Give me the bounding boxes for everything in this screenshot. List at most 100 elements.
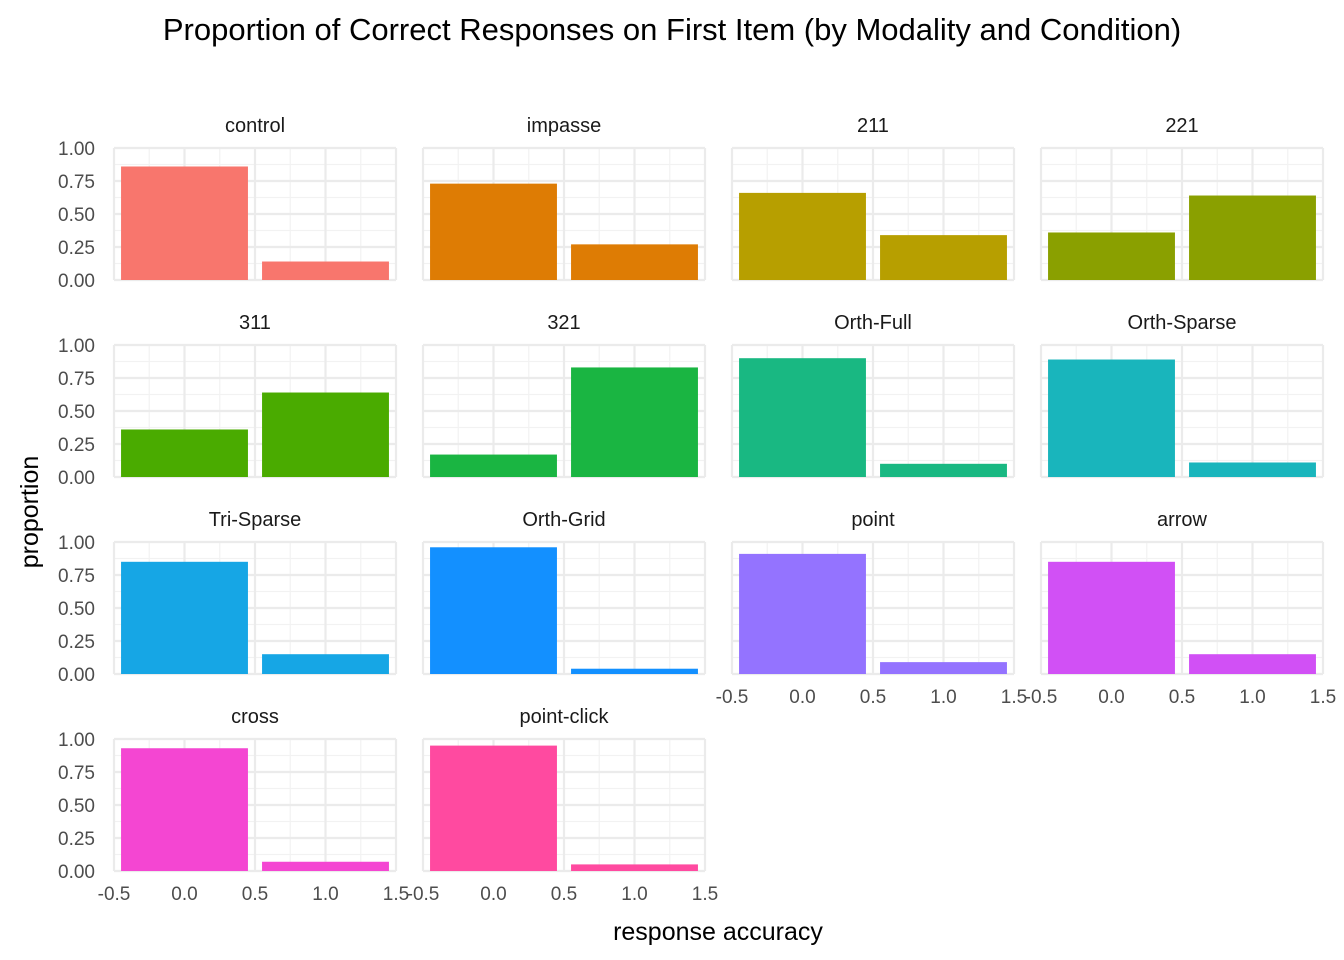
facet-panel: 211 bbox=[730, 115, 1016, 282]
bar bbox=[739, 192, 866, 280]
bar bbox=[121, 748, 248, 871]
bar bbox=[880, 662, 1007, 674]
x-tick-label: 1.0 bbox=[621, 884, 647, 905]
x-tick-label: 0.5 bbox=[551, 884, 577, 905]
bar bbox=[430, 454, 557, 477]
facet-label: 311 bbox=[239, 312, 271, 334]
facet-label: Orth-Grid bbox=[522, 509, 605, 531]
y-tick-label: 0.00 bbox=[58, 665, 95, 686]
y-tick-label: 0.25 bbox=[58, 829, 95, 850]
y-axis-title: proportion bbox=[16, 456, 44, 569]
bar bbox=[1048, 232, 1175, 280]
bar bbox=[571, 668, 698, 674]
bar bbox=[262, 392, 389, 477]
x-tick-label: -0.5 bbox=[1025, 687, 1058, 708]
y-tick-label: 0.50 bbox=[58, 402, 95, 423]
y-tick-label: 0.25 bbox=[58, 632, 95, 653]
bar bbox=[1189, 195, 1316, 280]
bar bbox=[880, 235, 1007, 280]
x-tick-label: 0.0 bbox=[171, 884, 197, 905]
y-tick-label: 0.75 bbox=[58, 566, 95, 587]
x-axis-title: response accuracy bbox=[613, 918, 823, 946]
bar bbox=[1048, 561, 1175, 674]
bar bbox=[430, 745, 557, 871]
bar bbox=[1189, 462, 1316, 477]
y-tick-label: 0.25 bbox=[58, 435, 95, 456]
bar bbox=[739, 358, 866, 477]
y-tick-label: 0.50 bbox=[58, 205, 95, 226]
x-tick-label: 1.5 bbox=[1310, 687, 1336, 708]
bar bbox=[121, 561, 248, 674]
y-tick-label: 0.75 bbox=[58, 172, 95, 193]
bar bbox=[571, 244, 698, 280]
bar bbox=[430, 183, 557, 280]
y-tick-label: 1.00 bbox=[58, 336, 95, 357]
y-tick-label: 0.75 bbox=[58, 369, 95, 390]
y-tick-label: 0.50 bbox=[58, 599, 95, 620]
bar bbox=[880, 463, 1007, 477]
facet-panel: 321 bbox=[421, 312, 707, 479]
y-tick-label: 1.00 bbox=[58, 139, 95, 160]
facet-label: 321 bbox=[547, 312, 580, 334]
y-tick-label: 0.00 bbox=[58, 862, 95, 883]
bar bbox=[1048, 359, 1175, 477]
facet-label: cross bbox=[231, 706, 279, 728]
y-tick-label: 0.25 bbox=[58, 238, 95, 259]
facet-label: impasse bbox=[527, 115, 601, 137]
bar bbox=[262, 654, 389, 674]
facet-panel: point-click -0.5 0.0 0.5 1.0 1.5 bbox=[407, 706, 719, 905]
x-tick-label: 1.0 bbox=[930, 687, 956, 708]
bar bbox=[262, 861, 389, 871]
y-tick-label: 1.00 bbox=[58, 533, 95, 554]
facet-panel: 311 0.00 0.25 0.50 0.75 1.00 bbox=[58, 312, 398, 489]
bar bbox=[571, 864, 698, 871]
bar bbox=[1189, 654, 1316, 674]
facet-panel: 221 bbox=[1039, 115, 1325, 282]
facet-panel: point -0.5 0.0 0.5 1.0 1.5 bbox=[716, 509, 1028, 708]
x-tick-label: 0.0 bbox=[480, 884, 506, 905]
x-tick-label: -0.5 bbox=[716, 687, 749, 708]
y-tick-label: 0.00 bbox=[58, 271, 95, 292]
x-tick-label: -0.5 bbox=[407, 884, 440, 905]
facet-panel: impasse bbox=[421, 115, 707, 282]
facet-panel: cross 0.00 0.25 0.50 0.75 1.00 -0.5 0.0 0.5 1.0 1.… bbox=[58, 706, 409, 905]
facet-panels: control 0.00 0.25 0.50 0.75 1.00 impasse 211 221… bbox=[58, 115, 1336, 905]
bar bbox=[430, 547, 557, 674]
facet-panel: control 0.00 0.25 0.50 0.75 1.00 bbox=[58, 115, 398, 292]
y-tick-label: 0.00 bbox=[58, 468, 95, 489]
facet-panel: Orth-Full bbox=[730, 312, 1016, 479]
facet-label: Orth-Full bbox=[834, 312, 912, 334]
facet-label: control bbox=[225, 115, 285, 137]
x-tick-label: 1.0 bbox=[312, 884, 338, 905]
bar bbox=[121, 429, 248, 477]
x-tick-label: 0.0 bbox=[789, 687, 815, 708]
bar bbox=[571, 367, 698, 477]
y-tick-label: 1.00 bbox=[58, 730, 95, 751]
bar bbox=[121, 166, 248, 280]
y-tick-label: 0.75 bbox=[58, 763, 95, 784]
x-tick-label: 0.5 bbox=[1169, 687, 1195, 708]
chart-title: Proportion of Correct Responses on First… bbox=[163, 12, 1181, 47]
x-tick-label: 1.5 bbox=[1001, 687, 1027, 708]
facet-panel: Orth-Sparse bbox=[1039, 312, 1325, 479]
facet-panel: Tri-Sparse 0.00 0.25 0.50 0.75 1.00 bbox=[58, 509, 398, 686]
x-tick-label: 0.5 bbox=[242, 884, 268, 905]
y-tick-label: 0.50 bbox=[58, 796, 95, 817]
facet-panel: arrow -0.5 0.0 0.5 1.0 1.5 bbox=[1025, 509, 1337, 708]
facet-label: Tri-Sparse bbox=[209, 509, 302, 531]
facet-label: arrow bbox=[1157, 509, 1208, 531]
x-tick-label: 1.5 bbox=[692, 884, 718, 905]
x-tick-label: 0.0 bbox=[1098, 687, 1124, 708]
facet-panel: Orth-Grid bbox=[421, 509, 707, 676]
bar bbox=[739, 553, 866, 674]
x-tick-label: 1.5 bbox=[383, 884, 409, 905]
bar bbox=[262, 261, 389, 280]
x-tick-label: 0.5 bbox=[860, 687, 886, 708]
facet-label: Orth-Sparse bbox=[1128, 312, 1237, 334]
x-tick-label: 1.0 bbox=[1239, 687, 1265, 708]
facet-label: point-click bbox=[520, 706, 610, 728]
facet-label: point bbox=[851, 509, 895, 531]
facet-label: 221 bbox=[1165, 115, 1198, 137]
x-tick-label: -0.5 bbox=[98, 884, 131, 905]
